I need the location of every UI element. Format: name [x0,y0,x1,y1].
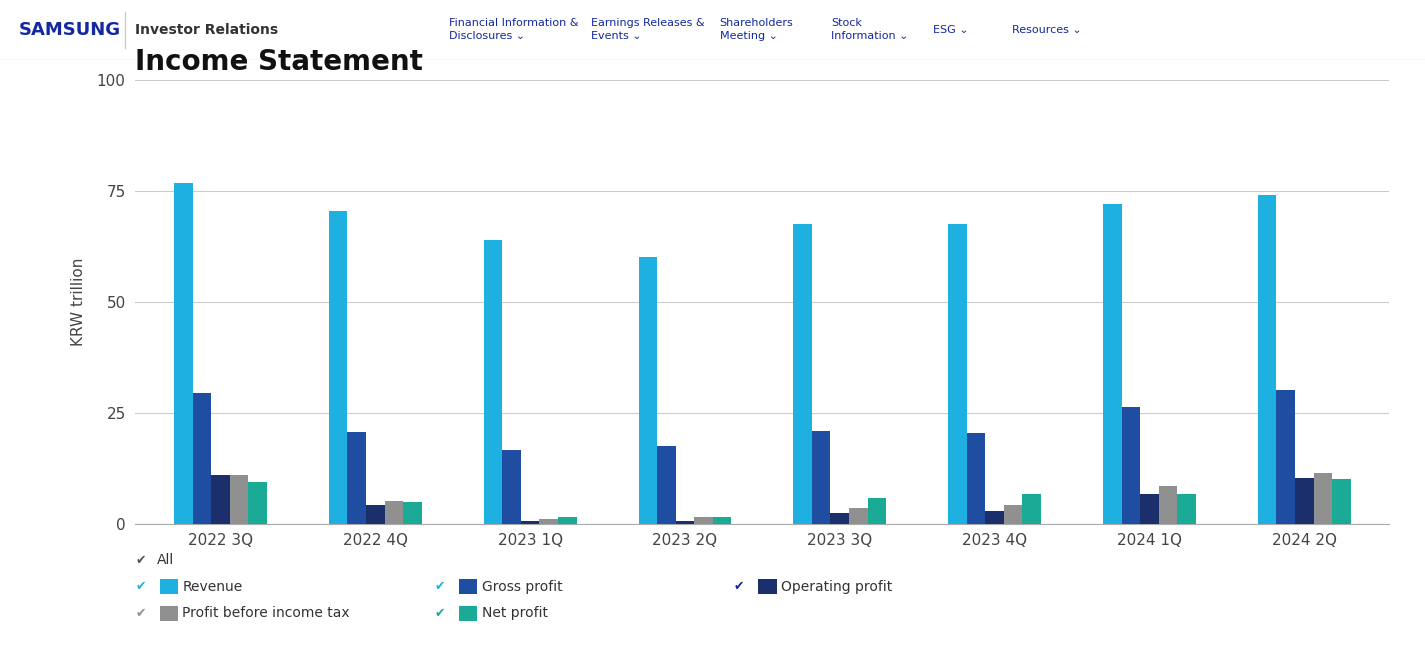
Text: ✔: ✔ [734,580,744,593]
Bar [366,505,385,524]
Text: Resources ⌄: Resources ⌄ [1012,25,1082,35]
Bar [794,224,812,524]
Bar [229,475,248,524]
Bar [248,482,266,524]
Bar [1103,204,1121,524]
Bar [348,432,366,524]
Text: Investor Relations: Investor Relations [135,23,278,37]
Bar [948,224,966,524]
Text: SAMSUNG: SAMSUNG [19,21,121,39]
Bar [1177,494,1196,524]
Bar [174,182,192,524]
Bar [192,393,211,524]
Bar [812,432,831,524]
Text: ✔: ✔ [435,607,445,620]
Text: ✔: ✔ [435,580,445,593]
Bar [540,519,559,524]
Bar [559,516,577,524]
Bar [657,446,675,524]
Bar [831,513,849,524]
Bar [985,511,1003,524]
Bar [966,433,985,524]
Bar [329,211,348,524]
Bar [675,520,694,524]
Text: Financial Information &
Disclosures ⌄: Financial Information & Disclosures ⌄ [449,19,579,41]
Y-axis label: KRW trillion: KRW trillion [71,257,86,346]
Bar [1277,390,1295,524]
Bar [403,501,422,524]
Text: ESG ⌄: ESG ⌄ [933,25,969,35]
Text: Profit before income tax: Profit before income tax [182,606,351,621]
Bar [483,241,502,524]
Bar [1159,486,1177,524]
Text: Revenue: Revenue [182,579,242,594]
Bar [1258,195,1277,524]
Text: Shareholders
Meeting ⌄: Shareholders Meeting ⌄ [720,19,794,41]
Text: ✔: ✔ [135,607,145,620]
Bar [868,498,886,524]
Bar [638,257,657,524]
Text: Earnings Releases &
Events ⌄: Earnings Releases & Events ⌄ [591,19,705,41]
Text: ✔: ✔ [135,554,145,567]
Bar [1295,477,1314,524]
Bar [502,450,522,524]
Bar [694,517,712,524]
Text: Gross profit: Gross profit [482,579,563,594]
Text: Income Statement: Income Statement [135,48,423,76]
Text: Net profit: Net profit [482,606,547,621]
Text: Stock
Information ⌄: Stock Information ⌄ [831,19,908,41]
Bar [1003,505,1023,524]
Bar [849,509,868,524]
Bar [1332,479,1351,524]
Bar [1023,494,1042,524]
Bar [522,521,540,524]
Bar [1121,407,1140,524]
Bar [385,501,403,524]
Text: ✔: ✔ [135,580,145,593]
Text: Operating profit: Operating profit [781,579,892,594]
Bar [1314,473,1332,524]
Bar [712,516,731,524]
Text: All: All [157,553,174,568]
Bar [211,475,229,524]
Bar [1140,495,1159,524]
